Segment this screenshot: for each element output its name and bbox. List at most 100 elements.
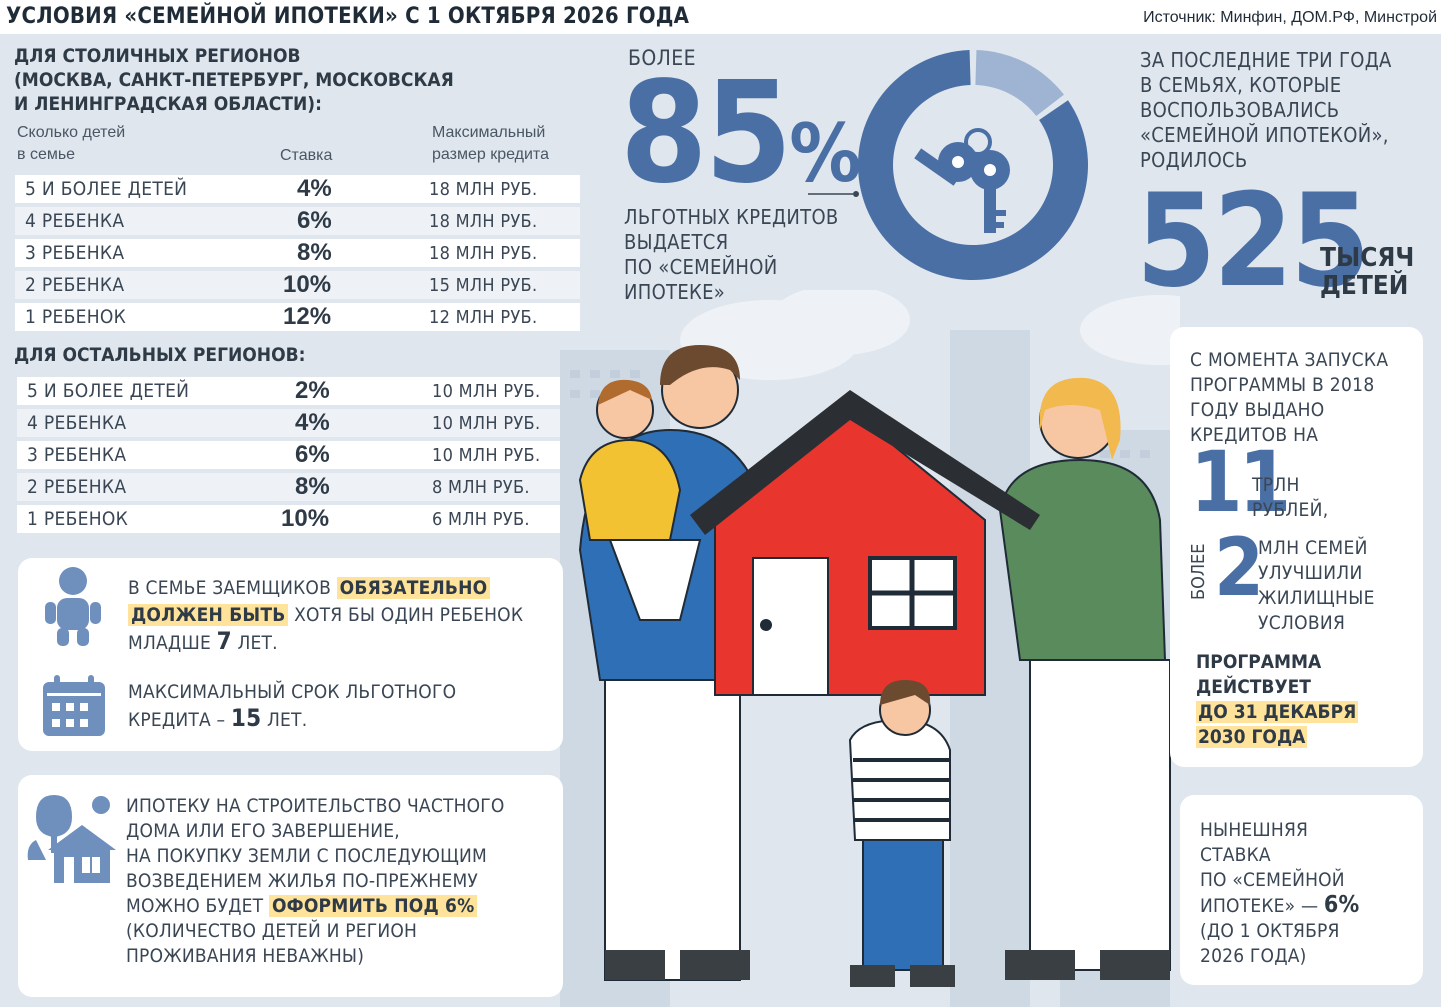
donut-main-slice	[858, 50, 1088, 281]
rate-cell: 10%	[281, 505, 330, 532]
current-line-5: (ДО 1 ОКТЯБРЯ	[1200, 920, 1340, 942]
rate-cell: 2%	[295, 377, 330, 404]
stat525-value: 525	[1136, 167, 1370, 316]
program-highlight-2: 2030 ГОДА	[1196, 726, 1308, 748]
program-term: ПРОГРАММА ДЕЙСТВУЕТ ДО 31 ДЕКАБРЯ 2030 Г…	[1196, 650, 1359, 750]
launch-trln: 11	[1190, 433, 1291, 531]
rate-cell: 4%	[295, 409, 330, 436]
launch-families-label: МЛН СЕМЕЙ УЛУЧШИЛИ ЖИЛИЩНЫЕ УСЛОВИЯ	[1258, 537, 1375, 634]
req-age: 7	[216, 627, 232, 655]
baby-icon	[45, 567, 101, 646]
house-line-4: ВОЗВЕДЕНИЕМ ЖИЛЬЯ ПО-ПРЕЖНЕМУ	[126, 870, 479, 892]
donut-rest-slice	[975, 50, 1064, 117]
amount-cell: 18 МЛН РУБ.	[429, 242, 538, 264]
kids-cell: 4 РЕБЕНКА	[27, 412, 127, 434]
kids-cell: 2 РЕБЕНКА	[25, 274, 125, 296]
table-row: 2 РЕБЕНКА 8% 8 МЛН РУБ.	[17, 473, 582, 501]
table-row: 1 РЕБЕНОК 12% 12 МЛН РУБ.	[15, 303, 580, 331]
table-row: 3 РЕБЕНКА 8% 18 МЛН РУБ.	[15, 239, 580, 267]
req-text-4: ЛЕТ.	[231, 632, 278, 654]
stat85-unit: %	[789, 107, 862, 200]
col-head-amount: Максимальный размер кредита	[432, 124, 549, 163]
calendar-icon	[43, 675, 105, 736]
current-line-6: 2026 ГОДА)	[1200, 945, 1307, 967]
col-head-rate: Ставка	[280, 147, 333, 164]
house-line-7: ПРОЖИВАНИЯ НЕВАЖНЫ)	[126, 945, 365, 967]
capital-rate-table: 5 И БОЛЕЕ ДЕТЕЙ 4% 18 МЛН РУБ. 4 РЕБЕНКА…	[15, 175, 580, 333]
header-bar	[0, 0, 1441, 34]
private-house-text: ИПОТЕКУ НА СТРОИТЕЛЬСТВО ЧАСТНОГО ДОМА И…	[126, 794, 556, 969]
amount-cell: 10 МЛН РУБ.	[432, 412, 541, 434]
kids-cell: 3 РЕБЕНКА	[25, 242, 125, 264]
stat85-donut	[808, 50, 1088, 281]
kids-cell: 3 РЕБЕНКА	[27, 444, 127, 466]
current-line-2: СТАВКА	[1200, 844, 1271, 866]
amount-cell: 6 МЛН РУБ.	[432, 508, 530, 530]
col-head-kids: Сколько детей в семье	[17, 124, 126, 163]
amount-cell: 8 МЛН РУБ.	[432, 476, 530, 498]
term-years: 15	[230, 704, 262, 732]
current-rate-text: НЫНЕШНЯЯ СТАВКА ПО «СЕМЕЙНОЙ ИПОТЕКЕ» — …	[1200, 818, 1359, 969]
launch-card	[1170, 327, 1423, 767]
house-line-2: ДОМА ИЛИ ЕГО ЗАВЕРШЕНИЕ,	[126, 820, 400, 842]
amount-cell: 15 МЛН РУБ.	[429, 274, 538, 296]
rate-cell: 12%	[283, 303, 332, 330]
rate-cell: 8%	[295, 473, 330, 500]
house-line-6: (КОЛИЧЕСТВО ДЕТЕЙ И РЕГИОН	[126, 920, 418, 942]
kids-cell: 1 РЕБЕНОК	[25, 306, 127, 328]
stat525-unit: ТЫСЯЧ ДЕТЕЙ	[1320, 243, 1415, 301]
private-house-card	[18, 775, 563, 997]
kids-cell: 5 И БОЛЕЕ ДЕТЕЙ	[25, 178, 188, 200]
stat85-pre: БОЛЕЕ	[628, 46, 696, 70]
current-line-4: ИПОТЕКЕ» —	[1200, 895, 1324, 917]
house-line-5: МОЖНО БУДЕТ	[126, 895, 269, 917]
kids-cell: 2 РЕБЕНКА	[27, 476, 127, 498]
amount-cell: 18 МЛН РУБ.	[429, 178, 538, 200]
req-highlight-2: ДОЛЖЕН БЫТЬ	[128, 604, 289, 626]
kids-cell: 1 РЕБЕНОК	[27, 508, 129, 530]
rate-cell: 8%	[297, 239, 332, 266]
stat85-number: 85	[620, 52, 792, 215]
capital-section-title: ДЛЯ СТОЛИЧНЫХ РЕГИОНОВ (МОСКВА, САНКТ-ПЕ…	[14, 45, 454, 115]
req-highlight-1: ОБЯЗАТЕЛЬНО	[336, 577, 491, 599]
table-row: 1 РЕБЕНОК 10% 6 МЛН РУБ.	[17, 505, 582, 533]
rate-cell: 10%	[283, 271, 332, 298]
amount-cell: 10 МЛН РУБ.	[432, 444, 541, 466]
amount-cell: 12 МЛН РУБ.	[429, 306, 538, 328]
current-line-1: НЫНЕШНЯЯ	[1200, 819, 1309, 841]
table-row: 4 РЕБЕНКА 4% 10 МЛН РУБ.	[17, 409, 582, 437]
other-section-title: ДЛЯ ОСТАЛЬНЫХ РЕГИОНОВ:	[14, 344, 306, 366]
table-row: 5 И БОЛЕЕ ДЕТЕЙ 2% 10 МЛН РУБ.	[17, 377, 582, 405]
launch-label: С МОМЕНТА ЗАПУСКА ПРОГРАММЫ В 2018 ГОДУ …	[1190, 349, 1389, 446]
rate-cell: 4%	[297, 175, 332, 202]
current-line-3: ПО «СЕМЕЙНОЙ	[1200, 869, 1345, 891]
table-row: 5 И БОЛЕЕ ДЕТЕЙ 4% 18 МЛН РУБ.	[15, 175, 580, 203]
program-highlight-1: ДО 31 ДЕКАБРЯ	[1196, 701, 1359, 723]
program-line-1: ПРОГРАММА	[1196, 651, 1322, 673]
rate-cell: 6%	[297, 207, 332, 234]
term-text-1: МАКСИМАЛЬНЫЙ СРОК ЛЬГОТНОГО	[128, 681, 457, 703]
launch-trln-unit: ТРЛН РУБЛЕЙ,	[1252, 474, 1329, 521]
term-text-3: ЛЕТ.	[261, 709, 308, 731]
page-title: УСЛОВИЯ «СЕМЕЙНОЙ ИПОТЕКИ» С 1 ОКТЯБРЯ 2…	[6, 4, 690, 29]
amount-cell: 18 МЛН РУБ.	[429, 210, 538, 232]
term-text: МАКСИМАЛЬНЫЙ СРОК ЛЬГОТНОГО КРЕДИТА – 15…	[128, 679, 558, 733]
child-requirement-text: В СЕМЬЕ ЗАЕМЩИКОВ ОБЯЗАТЕЛЬНО ДОЛЖЕН БЫТ…	[128, 575, 558, 656]
amount-cell: 10 МЛН РУБ.	[432, 380, 541, 402]
req-text-2: ХОТЯ БЫ ОДИН РЕБЕНОК	[288, 604, 524, 626]
current-rate-value: 6%	[1323, 892, 1360, 918]
program-line-2: ДЕЙСТВУЕТ	[1196, 676, 1311, 698]
launch-more: БОЛЕЕ	[1188, 543, 1209, 601]
table-row: 2 РЕБЕНКА 10% 15 МЛН РУБ.	[15, 271, 580, 299]
current-rate-card	[1180, 795, 1423, 985]
term-text-2: КРЕДИТА –	[128, 709, 231, 731]
launch-families: 2	[1214, 521, 1264, 614]
stat525-label: ЗА ПОСЛЕДНИЕ ТРИ ГОДА В СЕМЬЯХ, КОТОРЫЕ …	[1140, 48, 1392, 172]
other-rate-table: 5 И БОЛЕЕ ДЕТЕЙ 2% 10 МЛН РУБ. 4 РЕБЕНКА…	[17, 377, 582, 535]
kids-cell: 4 РЕБЕНКА	[25, 210, 125, 232]
house-line-3: НА ПОКУПКУ ЗЕМЛИ С ПОСЛЕДУЮЩИМ	[126, 845, 487, 867]
stat85-value: 85%	[620, 64, 861, 224]
donut-leader-dot	[853, 191, 859, 197]
req-text-3: МЛАДШЕ	[128, 632, 217, 654]
house-line-1: ИПОТЕКУ НА СТРОИТЕЛЬСТВО ЧАСТНОГО	[126, 795, 505, 817]
